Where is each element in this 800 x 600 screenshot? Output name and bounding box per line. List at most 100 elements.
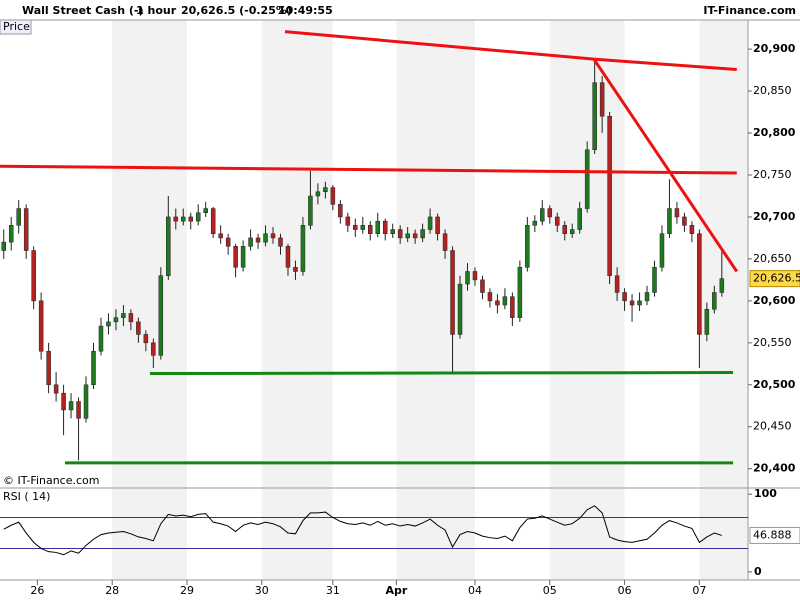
candle-body [338,204,343,218]
x-tick-label: 28 [105,584,119,597]
candle-body [218,233,223,239]
candle-body [323,187,328,193]
y-tick-label: 20,900 [753,42,796,55]
candle-body [644,292,650,302]
day-band [112,20,187,580]
candle-body [487,292,493,302]
rsi-line [3,505,722,556]
candle-body [98,325,104,352]
candle-body [173,216,179,222]
candle-body [181,216,186,222]
y-tick-label: 20,400 [753,462,796,475]
price-label-box [0,19,32,35]
candle-body [495,300,500,306]
day-band [699,20,748,580]
candle-body [136,321,141,335]
candle-body [659,233,665,268]
day-bands [112,20,748,580]
candle-body [8,225,14,243]
y-tick-label: 20,450 [753,420,792,433]
copyright: © IT-Finance.com [3,474,100,487]
candle-body [637,300,642,306]
last-price-tag [749,270,800,288]
candle-body [472,271,478,281]
candle-body [360,225,366,230]
candle-body [622,292,627,302]
candle-body [599,82,605,117]
candle-body [353,225,358,230]
candle-body [502,296,508,306]
candle-body [547,208,553,218]
rsi-last-tag [749,526,800,544]
x-tick-label: 05 [543,584,557,597]
candle-body [248,237,253,247]
candle-body [46,350,51,386]
y-tick-label: 20,600 [753,294,796,307]
candle-body [457,283,463,335]
interval: 1 hour [136,4,177,17]
candle-body [121,313,126,318]
y-tick-label: 20,700 [753,210,796,223]
candle-body [151,342,156,356]
candle-body [442,233,448,251]
candle-body [76,401,81,419]
candle-body [345,216,351,226]
candle-body [166,216,171,276]
trend-line [149,371,734,376]
candle-body [143,334,149,344]
rsi-panel-title: RSI ( 14) [3,490,50,503]
candle-body [330,187,336,205]
x-tick-label: 29 [180,584,194,597]
candle-body [158,275,164,356]
rsi-tick-label: 100 [754,487,777,500]
candle-body [607,115,612,276]
candle-body [390,229,395,234]
candle-body [667,208,672,234]
candle-body [315,191,321,197]
candle-body [704,309,710,335]
candle-body [240,246,246,268]
candle-body [128,313,134,323]
candle-body [68,401,74,411]
x-tick-label: 04 [468,584,482,597]
x-tick-label: 06 [618,584,632,597]
candle-body [412,233,418,239]
candle-body [629,300,635,306]
candle-body [427,216,433,230]
candle-body [203,208,208,213]
candle-body [293,267,298,272]
x-tick-label: 07 [692,584,706,597]
day-band [396,20,475,580]
candle-body [1,241,6,251]
candle-body [308,195,313,226]
candle-body [210,208,216,234]
candle-body [233,246,238,268]
candle-body [405,233,410,239]
candle-body [300,225,306,272]
candle-body [480,279,485,293]
brand: IT-Finance.com [703,4,796,17]
candle-body [532,220,538,226]
rsi-last-label: 46.888 [753,528,792,541]
candle-body [420,229,425,239]
y-tick-label: 20,500 [753,378,796,391]
candle-body [592,82,597,151]
candle-body [525,225,530,268]
rsi-tick-label: 0 [754,565,762,578]
candle-body [465,271,470,285]
trend-line [0,164,737,175]
candle-body [614,275,620,293]
candle-body [697,233,702,335]
x-tick-label: Apr [386,584,408,597]
y-tick-label: 20,850 [753,84,792,97]
candle-body [674,208,680,218]
y-tick-label: 20,800 [753,126,796,139]
candle-body [188,216,193,222]
candle-body [255,237,261,243]
trend-line [592,58,739,273]
candle-body [61,392,66,411]
time: 10:49:55 [278,4,333,17]
candle-body [652,267,657,293]
candle-body [225,237,231,247]
candle-body [31,250,36,302]
